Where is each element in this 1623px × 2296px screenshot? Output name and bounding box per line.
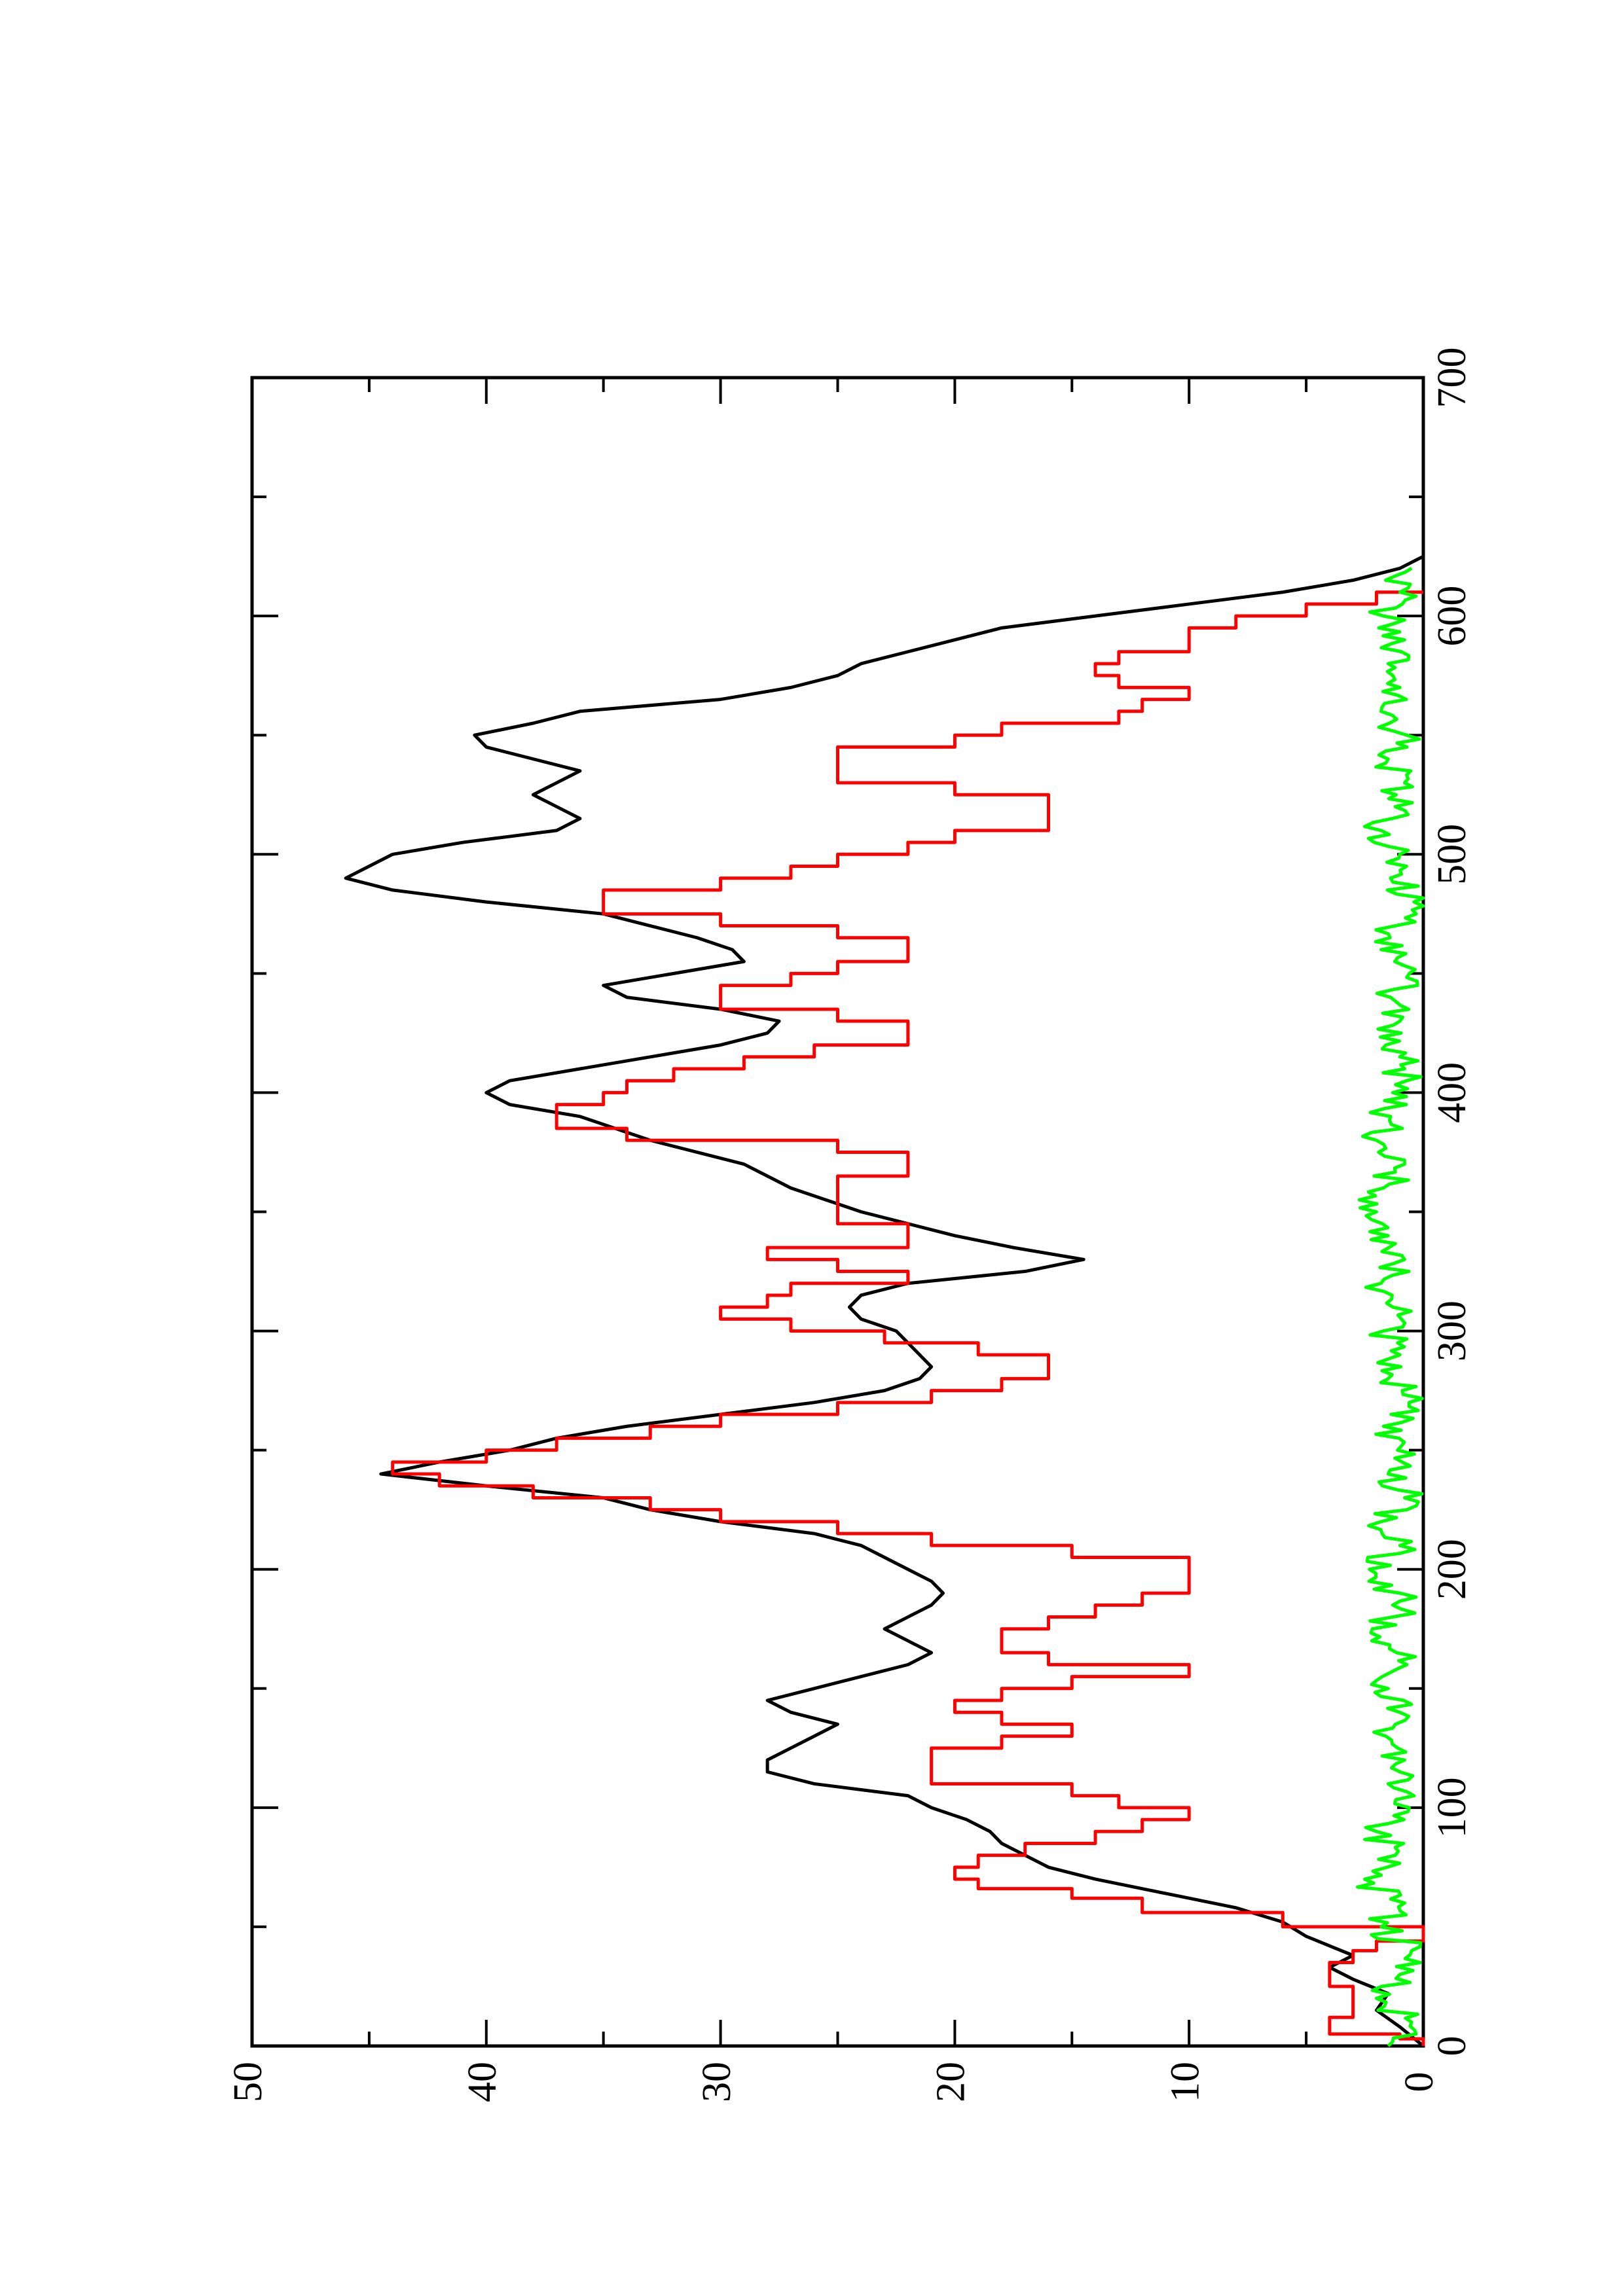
series-layer [344,554,1425,2047]
x-tick-label: 300 [1430,1300,1474,1361]
series-line-3 [1356,567,1425,2047]
x-tick-label: 0 [1430,2036,1474,2056]
x-tick-label: 400 [1430,1062,1474,1123]
y-tick-label: 50 [226,2062,270,2102]
y-tick-label: 20 [929,2062,974,2102]
x-tick-label: 700 [1430,348,1474,408]
x-tick-label: 500 [1430,824,1474,885]
y-tick-label: 30 [695,2062,739,2102]
series-line-2 [391,590,1425,2046]
x-tick-label: 200 [1430,1539,1474,1600]
series-line-1 [344,554,1425,2047]
axis-tick-labels: 0 100 200 300 400 500 600 700 0 10 20 30 40 50 [226,348,1474,2103]
axis-ticks [251,376,1425,2047]
x-tick-label: 600 [1430,586,1474,647]
x-tick-label: 100 [1430,1777,1474,1838]
y-tick-label: 10 [1163,2062,1207,2102]
y-tick-label: 0 [1397,2072,1442,2092]
y-tick-label: 40 [460,2062,505,2102]
